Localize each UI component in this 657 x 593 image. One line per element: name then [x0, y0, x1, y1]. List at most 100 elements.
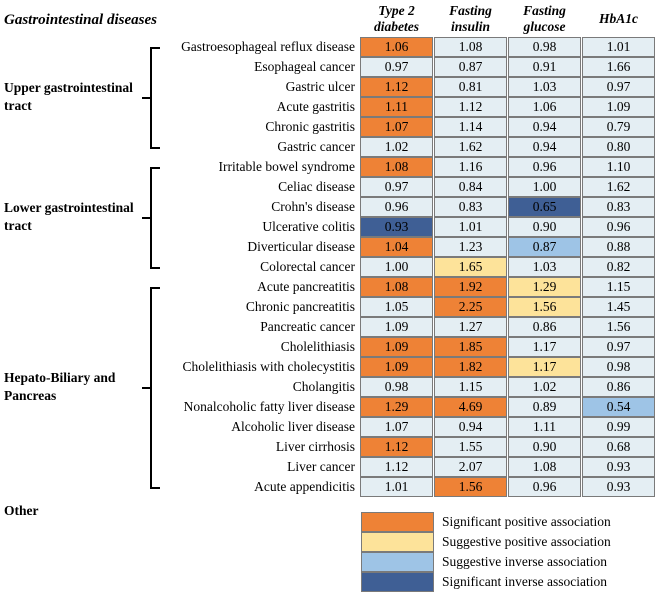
heatmap-cell: 0.96 — [508, 477, 581, 497]
heatmap-cell: 0.96 — [508, 157, 581, 177]
heatmap-cell: 1.05 — [360, 297, 433, 317]
row-label: Nonalcoholic fatty liver disease — [183, 399, 355, 414]
heatmap-cell: 1.62 — [434, 137, 507, 157]
heatmap-cell: 0.90 — [508, 437, 581, 457]
group-label: Upper gastrointestinal tract — [4, 80, 133, 113]
group-bracket-tick — [142, 97, 150, 99]
group-bracket-tick — [142, 387, 150, 389]
row-label: Ulcerative colitis — [262, 219, 355, 234]
heatmap-cell: 1.27 — [434, 317, 507, 337]
heatmap-cell: 1.16 — [434, 157, 507, 177]
heatmap-cell: 0.94 — [508, 117, 581, 137]
heatmap-cell: 4.69 — [434, 397, 507, 417]
heatmap-cell: 1.06 — [508, 97, 581, 117]
heatmap-cell: 1.55 — [434, 437, 507, 457]
heatmap-cell: 1.17 — [508, 357, 581, 377]
row-label: Acute gastritis — [276, 99, 355, 114]
heatmap-cell: 0.98 — [508, 37, 581, 57]
heatmap-cell: 0.98 — [360, 377, 433, 397]
heatmap-cell: 1.09 — [582, 97, 655, 117]
column-header: Type 2 diabetes — [374, 3, 419, 34]
heatmap-cell: 1.12 — [360, 457, 433, 477]
heatmap-cell: 0.93 — [582, 457, 655, 477]
row-label: Gastroesophageal reflux disease — [181, 39, 355, 54]
column-header: Fasting insulin — [449, 3, 492, 34]
heatmap-cell: 1.29 — [360, 397, 433, 417]
row-label: Esophageal cancer — [254, 59, 355, 74]
legend-swatch — [361, 512, 434, 532]
heatmap-cell: 1.08 — [360, 277, 433, 297]
row-label: Acute appendicitis — [254, 479, 355, 494]
heatmap-cell: 1.01 — [360, 477, 433, 497]
heatmap-cell: 1.09 — [360, 357, 433, 377]
row-label: Cholelithiasis with cholecystitis — [182, 359, 356, 374]
heatmap-cell: 0.82 — [582, 257, 655, 277]
heatmap-cell: 0.96 — [360, 197, 433, 217]
row-label: Acute pancreatitis — [257, 279, 355, 294]
heatmap-cell: 1.11 — [508, 417, 581, 437]
heatmap-cell: 1.06 — [360, 37, 433, 57]
column-header: HbA1c — [599, 11, 638, 26]
row-label: Chronic pancreatitis — [245, 299, 355, 314]
heatmap-cell: 1.85 — [434, 337, 507, 357]
heatmap-cell: 1.01 — [434, 217, 507, 237]
chart-title: Gastrointestinal diseases — [4, 12, 157, 28]
group-label: Hepato-Biliary and Pancreas — [4, 370, 116, 403]
heatmap-cell: 1.08 — [360, 157, 433, 177]
group-label: Lower gastrointestinal tract — [4, 200, 134, 233]
heatmap-cell: 1.11 — [360, 97, 433, 117]
heatmap-cell: 1.15 — [582, 277, 655, 297]
heatmap-cell: 0.97 — [582, 77, 655, 97]
row-label: Gastric ulcer — [285, 79, 355, 94]
heatmap-cell: 1.03 — [508, 257, 581, 277]
heatmap-cell: 0.93 — [360, 217, 433, 237]
heatmap-cell: 0.65 — [508, 197, 581, 217]
heatmap-cell: 0.68 — [582, 437, 655, 457]
heatmap-cell: 1.08 — [508, 457, 581, 477]
heatmap-cell: 0.84 — [434, 177, 507, 197]
row-label: Colorectal cancer — [260, 259, 355, 274]
heatmap-cell: 1.09 — [360, 317, 433, 337]
heatmap-cell: 1.66 — [582, 57, 655, 77]
heatmap-cell: 1.62 — [582, 177, 655, 197]
row-label: Gastric cancer — [277, 139, 355, 154]
group-bracket — [150, 47, 160, 149]
heatmap-cell: 1.01 — [582, 37, 655, 57]
heatmap-cell: 0.87 — [508, 237, 581, 257]
heatmap-cell: 1.12 — [360, 437, 433, 457]
row-label: Pancreatic cancer — [260, 319, 355, 334]
heatmap-cell: 1.56 — [508, 297, 581, 317]
legend-label: Significant inverse association — [442, 574, 607, 589]
heatmap-cell: 1.14 — [434, 117, 507, 137]
heatmap-cell: 1.56 — [582, 317, 655, 337]
heatmap-cell: 0.79 — [582, 117, 655, 137]
legend-swatch — [361, 572, 434, 592]
heatmap-cell: 0.86 — [508, 317, 581, 337]
row-label: Diverticular disease — [247, 239, 355, 254]
row-label: Irritable bowel syndrome — [218, 159, 355, 174]
row-label: Liver cancer — [287, 459, 355, 474]
row-label: Chronic gastritis — [265, 119, 355, 134]
heatmap-cell: 1.56 — [434, 477, 507, 497]
legend-swatch — [361, 532, 434, 552]
heatmap-cell: 0.54 — [582, 397, 655, 417]
heatmap-cell: 1.12 — [360, 77, 433, 97]
heatmap-cell: 1.10 — [582, 157, 655, 177]
heatmap-cell: 1.00 — [508, 177, 581, 197]
legend-swatch — [361, 552, 434, 572]
legend-label: Suggestive inverse association — [442, 554, 607, 569]
group-label: Other — [4, 503, 39, 518]
heatmap-cell: 1.17 — [508, 337, 581, 357]
heatmap-cell: 1.23 — [434, 237, 507, 257]
row-label: Cholelithiasis — [280, 339, 355, 354]
heatmap-cell: 0.97 — [360, 57, 433, 77]
heatmap-cell: 0.83 — [434, 197, 507, 217]
group-bracket — [150, 287, 160, 489]
heatmap-cell: 0.88 — [582, 237, 655, 257]
heatmap-cell: 1.03 — [508, 77, 581, 97]
heatmap-cell: 1.00 — [360, 257, 433, 277]
heatmap-cell: 1.07 — [360, 117, 433, 137]
heatmap-cell: 2.07 — [434, 457, 507, 477]
heatmap-cell: 1.45 — [582, 297, 655, 317]
heatmap-cell: 1.09 — [360, 337, 433, 357]
